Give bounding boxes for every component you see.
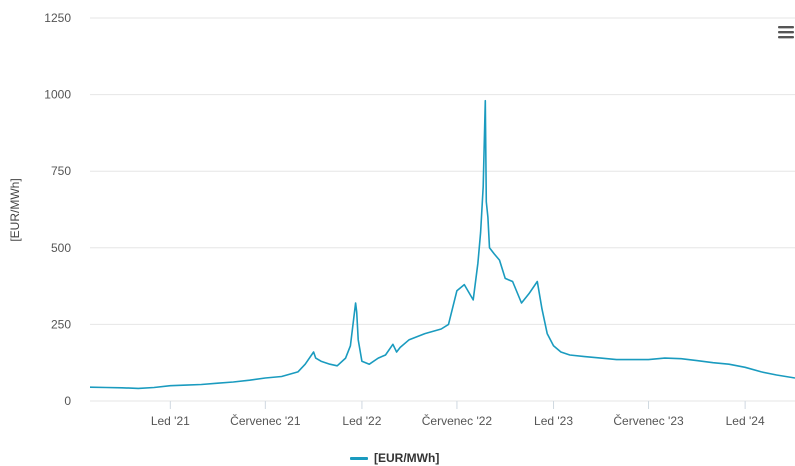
y-axis-tick-labels: 0 250 500 750 1000 1250 bbox=[44, 11, 71, 408]
x-tick-label: Červenec '21 bbox=[230, 413, 301, 428]
y-tick-label: 250 bbox=[51, 317, 71, 331]
y-tick-label: 1250 bbox=[44, 11, 71, 25]
x-tick-label: Led '22 bbox=[342, 414, 381, 428]
x-tick-label: Led '24 bbox=[726, 414, 765, 428]
y-tick-label: 1000 bbox=[44, 88, 71, 102]
y-tick-label: 0 bbox=[64, 394, 71, 408]
chart-legend[interactable]: [EUR/MWh] bbox=[350, 451, 439, 465]
x-axis-tick-labels: Led '21 Červenec '21 Led '22 Červenec '22 Le… bbox=[151, 401, 765, 428]
x-tick-label: Led '23 bbox=[534, 414, 573, 428]
y-tick-label: 750 bbox=[51, 164, 71, 178]
y-axis-title: [EUR/MWh] bbox=[8, 178, 22, 241]
y-tick-label: 500 bbox=[51, 241, 71, 255]
legend-swatch bbox=[350, 456, 368, 460]
series-line[interactable] bbox=[89, 99, 795, 390]
x-tick-label: Led '21 bbox=[151, 414, 190, 428]
grid-lines bbox=[90, 17, 795, 402]
series-layer bbox=[89, 99, 795, 390]
hamburger-menu-icon[interactable] bbox=[778, 26, 794, 39]
x-tick-label: Červenec '22 bbox=[422, 413, 493, 428]
x-tick-label: Červenec '23 bbox=[613, 413, 684, 428]
legend-label: [EUR/MWh] bbox=[374, 451, 440, 465]
